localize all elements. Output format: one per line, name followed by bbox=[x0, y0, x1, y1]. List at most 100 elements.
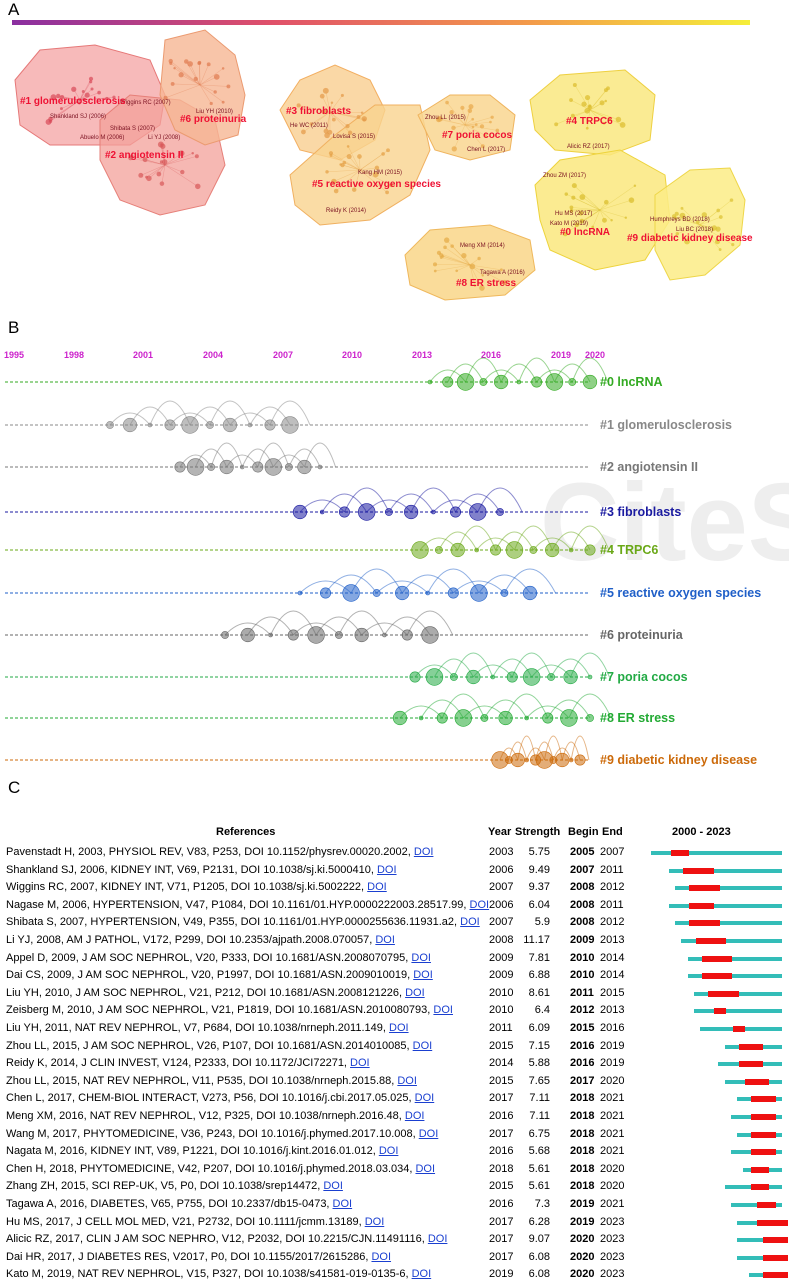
cell-strength: 7.81 bbox=[514, 950, 550, 968]
cluster-label-4: #4 TRPC6 bbox=[566, 116, 613, 127]
panel-b-letter: B bbox=[8, 318, 19, 338]
cell-year: 2011 bbox=[489, 1020, 513, 1038]
author-label: Meng XM (2014) bbox=[460, 243, 505, 249]
doi-link[interactable]: DOI bbox=[371, 1251, 391, 1263]
doi-link[interactable]: DOI bbox=[350, 1057, 370, 1069]
cell-begin: 2010 bbox=[570, 950, 594, 968]
doi-link[interactable]: DOI bbox=[365, 1216, 385, 1228]
burst-bar bbox=[689, 885, 720, 891]
header-strength: Strength bbox=[515, 826, 560, 838]
cell-end: 2007 bbox=[600, 844, 624, 862]
cell-end: 2020 bbox=[600, 1161, 624, 1179]
burst-bar bbox=[739, 1061, 764, 1067]
cell-strength: 6.04 bbox=[514, 897, 550, 915]
cell-begin: 2018 bbox=[570, 1178, 594, 1196]
cell-year: 2017 bbox=[489, 1126, 513, 1144]
author-label: He WC (2011) bbox=[290, 123, 328, 129]
doi-link[interactable]: DOI bbox=[375, 934, 395, 946]
cell-year: 2018 bbox=[489, 1161, 513, 1179]
reference-citation: Tagawa A, 2016, DIABETES, V65, P755, DOI… bbox=[6, 1198, 333, 1210]
cell-end: 2020 bbox=[600, 1178, 624, 1196]
burst-bar bbox=[739, 1044, 764, 1050]
burst-row: Pavenstadt H, 2003, PHYSIOL REV, V83, P2… bbox=[0, 844, 789, 862]
cell-end: 2021 bbox=[600, 1196, 624, 1214]
cell-strength: 7.3 bbox=[514, 1196, 550, 1214]
reference-citation: Dai HR, 2017, J DIABETES RES, V2017, P0,… bbox=[6, 1251, 371, 1263]
cluster-label-9: #9 diabetic kidney disease bbox=[627, 233, 753, 244]
cell-end: 2019 bbox=[600, 1055, 624, 1073]
reference-citation: Zhang ZH, 2015, SCI REP-UK, V5, P0, DOI … bbox=[6, 1180, 323, 1192]
doi-link[interactable]: DOI bbox=[323, 1180, 343, 1192]
doi-link[interactable]: DOI bbox=[413, 1040, 433, 1052]
cluster-label: #0 lncRNA bbox=[600, 375, 663, 389]
cell-begin: 2012 bbox=[570, 1002, 594, 1020]
doi-link[interactable]: DOI bbox=[413, 969, 433, 981]
doi-link[interactable]: DOI bbox=[377, 864, 397, 876]
doi-link[interactable]: DOI bbox=[415, 1163, 435, 1175]
cell-end: 2023 bbox=[600, 1214, 624, 1232]
burst-bar bbox=[702, 973, 733, 979]
cell-begin: 2007 bbox=[570, 862, 594, 880]
cell-year: 2016 bbox=[489, 1108, 513, 1126]
doi-link[interactable]: DOI bbox=[389, 1022, 409, 1034]
burst-bar bbox=[714, 1008, 726, 1014]
doi-link[interactable]: DOI bbox=[414, 846, 434, 858]
cell-year: 2017 bbox=[489, 1214, 513, 1232]
reference-citation: Chen L, 2017, CHEM-BIOL INTERACT, V273, … bbox=[6, 1092, 415, 1104]
burst-bar bbox=[671, 850, 689, 856]
doi-link[interactable]: DOI bbox=[470, 899, 490, 911]
reference-text: Zhou LL, 2015, J AM SOC NEPHROL, V26, P1… bbox=[6, 1038, 432, 1056]
doi-link[interactable]: DOI bbox=[367, 881, 387, 893]
author-label: Kang HM (2015) bbox=[358, 170, 402, 176]
doi-link[interactable]: DOI bbox=[411, 952, 431, 964]
cell-strength: 7.15 bbox=[514, 1038, 550, 1056]
burst-bar bbox=[708, 991, 739, 997]
author-label: Alicic RZ (2017) bbox=[567, 144, 610, 150]
cell-year: 2009 bbox=[489, 950, 513, 968]
year-tick: 1995 bbox=[4, 350, 24, 360]
reference-text: Tagawa A, 2016, DIABETES, V65, P755, DOI… bbox=[6, 1196, 352, 1214]
reference-text: Zeisberg M, 2010, J AM SOC NEPHROL, V21,… bbox=[6, 1002, 453, 1020]
cluster-label: #1 glomerulosclerosis bbox=[600, 418, 732, 432]
cell-end: 2021 bbox=[600, 1108, 624, 1126]
reference-text: Chen H, 2018, PHYTOMEDICINE, V42, P207, … bbox=[6, 1161, 435, 1179]
cell-end: 2023 bbox=[600, 1266, 624, 1284]
doi-link[interactable]: DOI bbox=[419, 1128, 439, 1140]
doi-link[interactable]: DOI bbox=[405, 1110, 425, 1122]
cell-year: 2015 bbox=[489, 1038, 513, 1056]
cluster-label: #9 diabetic kidney disease bbox=[600, 753, 757, 767]
header-begin: Begin bbox=[568, 826, 599, 838]
reference-text: Meng XM, 2016, NAT REV NEPHROL, V12, P32… bbox=[6, 1108, 424, 1126]
doi-link[interactable]: DOI bbox=[428, 1233, 448, 1245]
reference-text: Wiggins RC, 2007, KIDNEY INT, V71, P1205… bbox=[6, 879, 387, 897]
author-label: Shibata S (2007) bbox=[110, 126, 155, 132]
burst-row: Zhou LL, 2015, J AM SOC NEPHROL, V26, P1… bbox=[0, 1038, 789, 1056]
doi-link[interactable]: DOI bbox=[415, 1092, 435, 1104]
watermark: CiteSpace bbox=[540, 461, 789, 584]
reference-text: Nagata M, 2016, KIDNEY INT, V89, P1221, … bbox=[6, 1143, 398, 1161]
burst-row: Shankland SJ, 2006, KIDNEY INT, V69, P21… bbox=[0, 862, 789, 880]
cell-end: 2015 bbox=[600, 985, 624, 1003]
cell-begin: 2011 bbox=[570, 985, 594, 1003]
doi-link[interactable]: DOI bbox=[412, 1268, 432, 1280]
doi-link[interactable]: DOI bbox=[333, 1198, 353, 1210]
cell-end: 2011 bbox=[600, 897, 624, 915]
panel-c-letter: C bbox=[8, 778, 20, 798]
cell-strength: 7.65 bbox=[514, 1073, 550, 1091]
doi-link[interactable]: DOI bbox=[433, 1004, 453, 1016]
cell-strength: 5.61 bbox=[514, 1161, 550, 1179]
doi-link[interactable]: DOI bbox=[379, 1145, 399, 1157]
burst-bar bbox=[751, 1167, 769, 1173]
doi-link[interactable]: DOI bbox=[397, 1075, 417, 1087]
cell-strength: 6.09 bbox=[514, 1020, 550, 1038]
cell-begin: 2018 bbox=[570, 1126, 594, 1144]
doi-link[interactable]: DOI bbox=[460, 916, 480, 928]
burst-bar bbox=[702, 956, 733, 962]
burst-row: Liu YH, 2011, NAT REV NEPHROL, V7, P684,… bbox=[0, 1020, 789, 1038]
burst-bar bbox=[745, 1079, 770, 1085]
reference-citation: Li YJ, 2008, AM J PATHOL, V172, P299, DO… bbox=[6, 934, 375, 946]
doi-link[interactable]: DOI bbox=[405, 987, 425, 999]
cluster-hull-9 bbox=[655, 168, 745, 280]
cluster-label-8: #8 ER stress bbox=[456, 278, 516, 289]
header-range: 2000 - 2023 bbox=[672, 826, 731, 838]
